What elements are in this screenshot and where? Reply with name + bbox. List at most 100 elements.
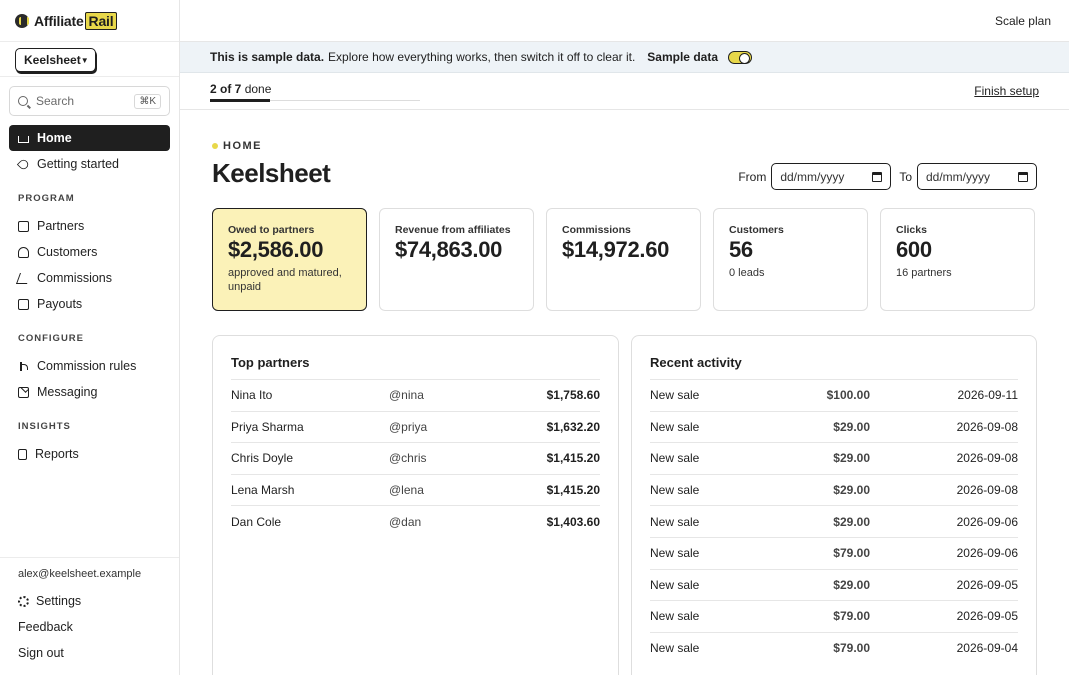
finish-setup-link[interactable]: Finish setup <box>974 84 1039 98</box>
top-partners-list: Nina Ito @nina $1,758.60 Priya Sharma @priya… <box>231 379 600 537</box>
workspace-switcher[interactable]: Keelsheet ▼ <box>15 48 96 72</box>
partner-amount: $1,632.20 <box>546 419 600 434</box>
table-row[interactable]: Dan Cole @dan $1,403.60 <box>231 505 600 537</box>
activity-date: 2026-09-08 <box>956 451 1018 466</box>
partner-name: Lena Marsh <box>231 483 295 498</box>
activity-event: New sale <box>650 419 700 434</box>
list-item[interactable]: New sale $100.00 2026-09-11 <box>650 379 1018 411</box>
sign-out-link[interactable]: Sign out <box>18 646 64 660</box>
search-input[interactable]: Search ⌘K <box>9 86 170 116</box>
activity-amount: $29.00 <box>833 419 870 434</box>
section-label-configure: CONFIGURE <box>18 333 84 344</box>
nav-item-commissions[interactable]: Commissions <box>9 265 170 291</box>
stat-label: Commissions <box>562 224 631 236</box>
nav-item-messaging[interactable]: Messaging <box>9 379 170 405</box>
setup-progress-count: 2 of 7 <box>210 82 242 96</box>
activity-date: 2026-09-06 <box>956 514 1018 529</box>
nav-item-label: Getting started <box>37 157 119 171</box>
activity-event: New sale <box>650 451 700 466</box>
activity-date: 2026-09-11 <box>957 388 1019 403</box>
from-date-input[interactable]: dd/mm/yyyy <box>771 163 892 190</box>
table-row[interactable]: Chris Doyle @chris $1,415.20 <box>231 442 600 474</box>
breadcrumb: HOME <box>212 140 262 152</box>
activity-amount: $29.00 <box>833 514 870 529</box>
rocket-icon <box>16 157 31 171</box>
activity-event: New sale <box>650 388 700 403</box>
setup-progress-track <box>210 100 420 101</box>
partner-name: Nina Ito <box>231 388 273 403</box>
stat-value: 56 <box>729 237 753 262</box>
list-item[interactable]: New sale $29.00 2026-09-08 <box>650 442 1018 474</box>
nav-item-payouts[interactable]: Payouts <box>9 291 170 317</box>
nav-item-customers[interactable]: Customers <box>9 239 170 265</box>
calendar-icon[interactable] <box>1018 171 1028 182</box>
nav-item-partners[interactable]: Partners <box>9 213 170 239</box>
logo[interactable]: Affiliate Rail <box>0 0 179 42</box>
card-title: Top partners <box>231 355 310 370</box>
workspace-name: Keelsheet <box>24 53 81 67</box>
chart-line-icon <box>15 272 32 284</box>
table-row[interactable]: Lena Marsh @lena $1,415.20 <box>231 473 600 506</box>
sample-data-banner: This is sample data. Explore how everyth… <box>180 42 1069 73</box>
stat-label: Revenue from affiliates <box>395 224 511 236</box>
logo-text-suffix: Rail <box>84 11 118 30</box>
table-row[interactable]: Priya Sharma @priya $1,632.20 <box>231 410 600 443</box>
to-date-input[interactable]: dd/mm/yyyy <box>917 163 1037 190</box>
main-content: HOME Keelsheet From dd/mm/yyyy To dd/mm/… <box>180 110 1069 675</box>
stat-label: Clicks <box>896 224 927 236</box>
sidebar-footer: alex@keelsheet.example Settings Feedback… <box>0 557 179 675</box>
activity-date: 2026-09-05 <box>956 577 1018 592</box>
nav-item-home[interactable]: Home <box>9 125 170 151</box>
nav-item-label: Home <box>37 131 72 145</box>
branch-icon <box>18 361 29 372</box>
list-item[interactable]: New sale $29.00 2026-09-08 <box>650 410 1018 443</box>
from-date-placeholder: dd/mm/yyyy <box>780 169 845 184</box>
activity-amount: $79.00 <box>833 546 870 561</box>
activity-event: New sale <box>650 546 700 561</box>
stat-sub: 16 partners <box>896 267 952 279</box>
breadcrumb-label: HOME <box>223 140 262 152</box>
stat-card-clicks: Clicks 600 16 partners <box>880 208 1035 311</box>
stat-card-customers: Customers 56 0 leads <box>713 208 868 311</box>
settings-label: Settings <box>36 594 82 608</box>
gear-icon <box>18 595 29 607</box>
table-row[interactable]: Nina Ito @nina $1,758.60 <box>231 379 600 411</box>
report-icon <box>18 448 27 460</box>
partner-name: Dan Cole <box>231 514 282 529</box>
list-item[interactable]: New sale $29.00 2026-09-08 <box>650 473 1018 506</box>
nav-item-reports[interactable]: Reports <box>9 441 170 467</box>
breadcrumb-dot-icon <box>212 143 218 149</box>
activity-event: New sale <box>650 577 700 592</box>
nav-item-label: Payouts <box>37 297 83 311</box>
recent-activity-list: New sale $100.00 2026-09-11 New sale $29.00 2… <box>650 379 1018 663</box>
stat-value: $14,972.60 <box>562 237 670 262</box>
list-item[interactable]: New sale $79.00 2026-09-05 <box>650 600 1018 632</box>
partner-name: Priya Sharma <box>231 419 304 434</box>
section-label-program: PROGRAM <box>18 193 75 204</box>
list-item[interactable]: New sale $29.00 2026-09-06 <box>650 505 1018 537</box>
activity-amount: $79.00 <box>833 609 870 624</box>
nav-item-getting-started[interactable]: Getting started <box>9 151 170 177</box>
partner-amount: $1,415.20 <box>546 451 600 466</box>
calendar-icon[interactable] <box>872 171 883 182</box>
list-item[interactable]: New sale $79.00 2026-09-04 <box>650 631 1018 664</box>
banner-bold-text: This is sample data. <box>210 50 325 64</box>
chevron-down-icon: ▼ <box>80 55 89 65</box>
list-item[interactable]: New sale $79.00 2026-09-06 <box>650 536 1018 569</box>
setup-progress: 2 of 7 done Finish setup <box>180 73 1069 110</box>
sample-data-toggle[interactable] <box>728 50 752 64</box>
partner-handle: @nina <box>389 388 424 403</box>
nav-item-label: Partners <box>37 219 85 233</box>
partner-handle: @priya <box>389 419 428 434</box>
nav-item-commission-rules[interactable]: Commission rules <box>9 353 170 379</box>
page-title: Keelsheet <box>212 158 331 188</box>
scale-plan-link[interactable]: Scale plan <box>994 14 1051 28</box>
activity-amount: $100.00 <box>826 388 870 403</box>
stat-label: Owed to partners <box>228 224 315 236</box>
banner-text: Explore how everything works, then switc… <box>328 50 636 64</box>
settings-link[interactable]: Settings <box>0 588 179 614</box>
payout-icon <box>18 298 29 310</box>
feedback-link[interactable]: Feedback <box>18 620 73 634</box>
list-item[interactable]: New sale $29.00 2026-09-05 <box>650 568 1018 601</box>
partner-amount: $1,415.20 <box>546 483 600 498</box>
